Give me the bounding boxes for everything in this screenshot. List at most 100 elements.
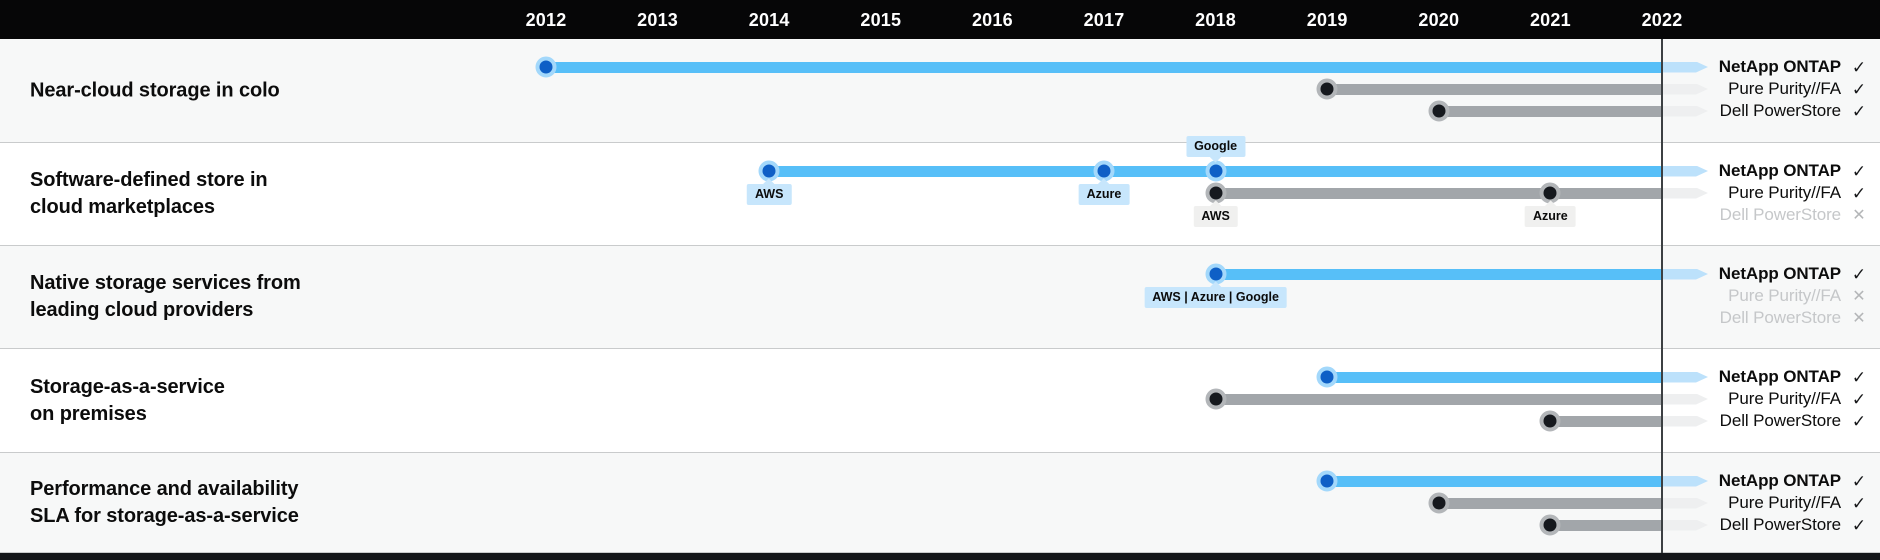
bar-future-arrow (1662, 498, 1708, 509)
year-label: 2022 (1641, 10, 1683, 30)
row-title-line: cloud marketplaces (30, 196, 215, 218)
row-title: Native storage services from leading clou… (30, 270, 301, 324)
timeline-row: Storage-as-a-service on premises NetApp ON… (0, 349, 1880, 453)
timeline-bar-dell-powerstore (1550, 519, 1662, 531)
legend-vendor-label: Pure Purity//FA (1728, 79, 1841, 98)
legend-vendor-label: Dell PowerStore (1719, 205, 1841, 224)
legend-vendor-netapp-ontap: NetApp ONTAP ✓ (1719, 264, 1868, 284)
legend-vendor-dell-powerstore: Dell PowerStore ✓ (1720, 101, 1868, 121)
milestone-label: AWS (746, 184, 792, 205)
timeline-bar-pure-purity-fa (1215, 187, 1662, 199)
row-title-line: Storage-as-a-service (30, 375, 225, 398)
legend-vendor-pure-purity-fa: Pure Purity//FA ✓ (1728, 389, 1868, 409)
year-label: 2019 (1306, 10, 1348, 30)
bar-start-dot (1316, 366, 1338, 388)
row-title-line: Software-defined store in (30, 169, 268, 191)
milestone-label: Google (1186, 136, 1246, 157)
bar-future-arrow (1662, 269, 1708, 280)
bar-future-arrow (1662, 62, 1708, 73)
legend-vendor-dell-powerstore: Dell PowerStore ✓ (1720, 515, 1868, 535)
bar-start-dot (1428, 100, 1450, 122)
status-check-icon: ✓ (1851, 101, 1867, 121)
legend-vendor-pure-purity-fa: Pure Purity//FA ✓ (1728, 79, 1868, 99)
status-check-icon: ✓ (1851, 471, 1867, 491)
status-check-icon: ✓ (1851, 493, 1867, 513)
bar-future-arrow (1662, 520, 1708, 531)
bar-future-arrow (1662, 416, 1708, 427)
legend-vendor-label: Pure Purity//FA (1728, 493, 1841, 512)
bar-future-arrow (1662, 106, 1708, 117)
legend-vendor-dell-powerstore: Dell PowerStore ✕ (1720, 308, 1868, 328)
timeline-header: 2012 2013 2014 2015 2016 2017 2018 2019 2020 2021… (0, 0, 1880, 39)
row-title-line: SLA for storage-as-a-service (30, 504, 299, 527)
legend-vendor-pure-purity-fa: Pure Purity//FA ✓ (1728, 183, 1868, 203)
bar-future-arrow (1662, 372, 1708, 383)
legend-vendor-label: Pure Purity//FA (1728, 183, 1841, 202)
legend-vendor-label: NetApp ONTAP (1718, 57, 1841, 76)
status-check-icon: ✓ (1851, 183, 1867, 203)
bar-start-dot (1316, 470, 1338, 492)
row-title-line: on premises (30, 402, 147, 425)
row-title: Software-defined store in cloud marketpla… (30, 167, 268, 221)
today-marker-line (1661, 39, 1663, 553)
bar-start-dot (1539, 410, 1561, 432)
row-title: Near-cloud storage in colo (30, 77, 280, 104)
timeline-bar-netapp-ontap (1327, 475, 1662, 487)
bar-start-dot (1205, 388, 1227, 410)
row-title: Performance and availability SLA for stor… (30, 476, 299, 530)
bottom-bar (0, 553, 1880, 560)
legend-vendor-label: Dell PowerStore (1719, 308, 1841, 327)
legend-vendor-netapp-ontap: NetApp ONTAP ✓ (1719, 471, 1868, 491)
timeline-bar-dell-powerstore (1550, 415, 1662, 427)
legend-vendor-label: NetApp ONTAP (1718, 264, 1841, 283)
legend-vendor-label: Pure Purity//FA (1728, 389, 1841, 408)
row-title-line: Performance and availability (30, 477, 299, 500)
year-label: 2018 (1195, 10, 1237, 30)
year-label: 2014 (748, 10, 790, 30)
bar-start-dot (535, 56, 557, 78)
legend-vendor-pure-purity-fa: Pure Purity//FA ✕ (1728, 286, 1868, 306)
year-label: 2013 (637, 10, 679, 30)
legend-vendor-netapp-ontap: NetApp ONTAP ✓ (1719, 161, 1868, 181)
legend-vendor-label: Dell PowerStore (1719, 101, 1841, 120)
timeline-bar-pure-purity-fa (1215, 393, 1662, 405)
timeline-bar-pure-purity-fa (1327, 83, 1662, 95)
legend-vendor-pure-purity-fa: Pure Purity//FA ✓ (1728, 493, 1868, 513)
legend-vendor-label: NetApp ONTAP (1718, 471, 1841, 490)
legend-vendor-dell-powerstore: Dell PowerStore ✕ (1720, 205, 1868, 225)
timeline-row: Near-cloud storage in colo NetApp ONTAP ✓ P… (0, 39, 1880, 143)
status-check-icon: ✓ (1851, 389, 1867, 409)
legend-vendor-label: Dell PowerStore (1719, 515, 1841, 534)
status-check-icon: ✓ (1851, 264, 1867, 284)
status-check-icon: ✓ (1851, 79, 1867, 99)
status-cross-icon: ✕ (1852, 206, 1866, 224)
status-cross-icon: ✕ (1852, 287, 1866, 305)
bar-future-arrow (1662, 394, 1708, 405)
status-check-icon: ✓ (1851, 515, 1867, 535)
milestone-label: Azure (1078, 184, 1130, 205)
year-label: 2017 (1083, 10, 1125, 30)
legend-vendor-label: Pure Purity//FA (1728, 286, 1841, 305)
timeline-bar-netapp-ontap (1327, 371, 1662, 383)
year-label: 2020 (1418, 10, 1460, 30)
bar-future-arrow (1662, 476, 1708, 487)
status-check-icon: ✓ (1851, 161, 1867, 181)
row-title-line: Near-cloud storage in colo (30, 79, 280, 101)
legend-vendor-label: NetApp ONTAP (1718, 367, 1841, 386)
timeline-row: Native storage services from leading clou… (0, 246, 1880, 349)
status-check-icon: ✓ (1851, 367, 1867, 387)
timeline-row: Software-defined store in cloud marketpla… (0, 136, 1880, 246)
bar-future-arrow (1662, 166, 1708, 177)
bar-start-dot (1316, 78, 1338, 100)
timeline-row: Performance and availability SLA for stor… (0, 453, 1880, 553)
year-label: 2021 (1529, 10, 1571, 30)
row-title-line: Native storage services from (30, 272, 301, 294)
legend-vendor-dell-powerstore: Dell PowerStore ✓ (1720, 411, 1868, 431)
timeline-bar-pure-purity-fa (1438, 497, 1662, 509)
legend-vendor-label: Dell PowerStore (1719, 411, 1841, 430)
bar-future-arrow (1662, 188, 1708, 199)
timeline-bar-netapp-ontap (1215, 268, 1662, 280)
milestone-dot (1205, 160, 1227, 182)
timeline-bar-netapp-ontap (546, 61, 1662, 73)
